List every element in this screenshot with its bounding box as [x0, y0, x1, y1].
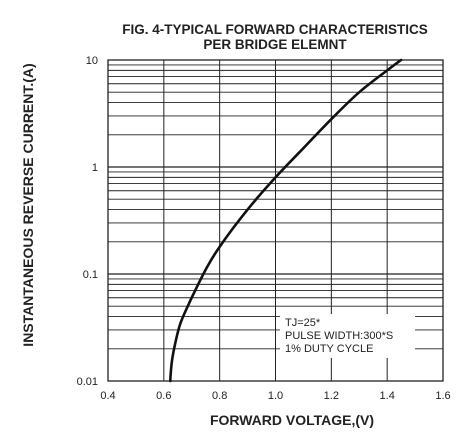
x-tick-label: 1.4	[380, 390, 395, 402]
x-tick-labels: 0.4 0.6 0.8 1.0 1.2 1.4 1.6	[100, 390, 450, 402]
plot-frame	[107, 59, 444, 382]
annotation-box	[280, 314, 415, 358]
x-tick-label: 1.0	[268, 390, 283, 402]
y-tick-label: 0.01	[77, 376, 98, 388]
x-axis-label: FORWARD VOLTAGE,(V)	[210, 412, 374, 428]
y-axis-label: INSTANTANEOUS REVERSE CURRENT.(A)	[20, 63, 36, 346]
y-tick-label: 0.1	[83, 269, 98, 281]
x-tick-label: 0.4	[100, 390, 115, 402]
annotation-temperature: TJ=25*	[285, 317, 321, 329]
x-tick-label: 0.6	[156, 390, 171, 402]
series-line-forward-current	[169, 58, 403, 383]
x-tick-label: 0.8	[212, 390, 227, 402]
y-tick-labels: 0.01 0.1 1 10	[77, 55, 98, 388]
x-tick-label: 1.2	[324, 390, 339, 402]
annotation-duty-cycle: 1% DUTY CYCLE	[285, 343, 373, 355]
x-tick-label: 1.6	[435, 390, 450, 402]
chart-title: FIG. 4-TYPICAL FORWARD CHARACTERISTICS	[122, 22, 428, 37]
y-tick-label: 1	[92, 162, 98, 174]
chart-subtitle: PER BRIDGE ELEMNT	[203, 37, 347, 52]
y-tick-label: 10	[86, 55, 98, 67]
grid-lines	[108, 60, 443, 381]
annotation-pulse-width: PULSE WIDTH:300*S	[285, 330, 393, 342]
